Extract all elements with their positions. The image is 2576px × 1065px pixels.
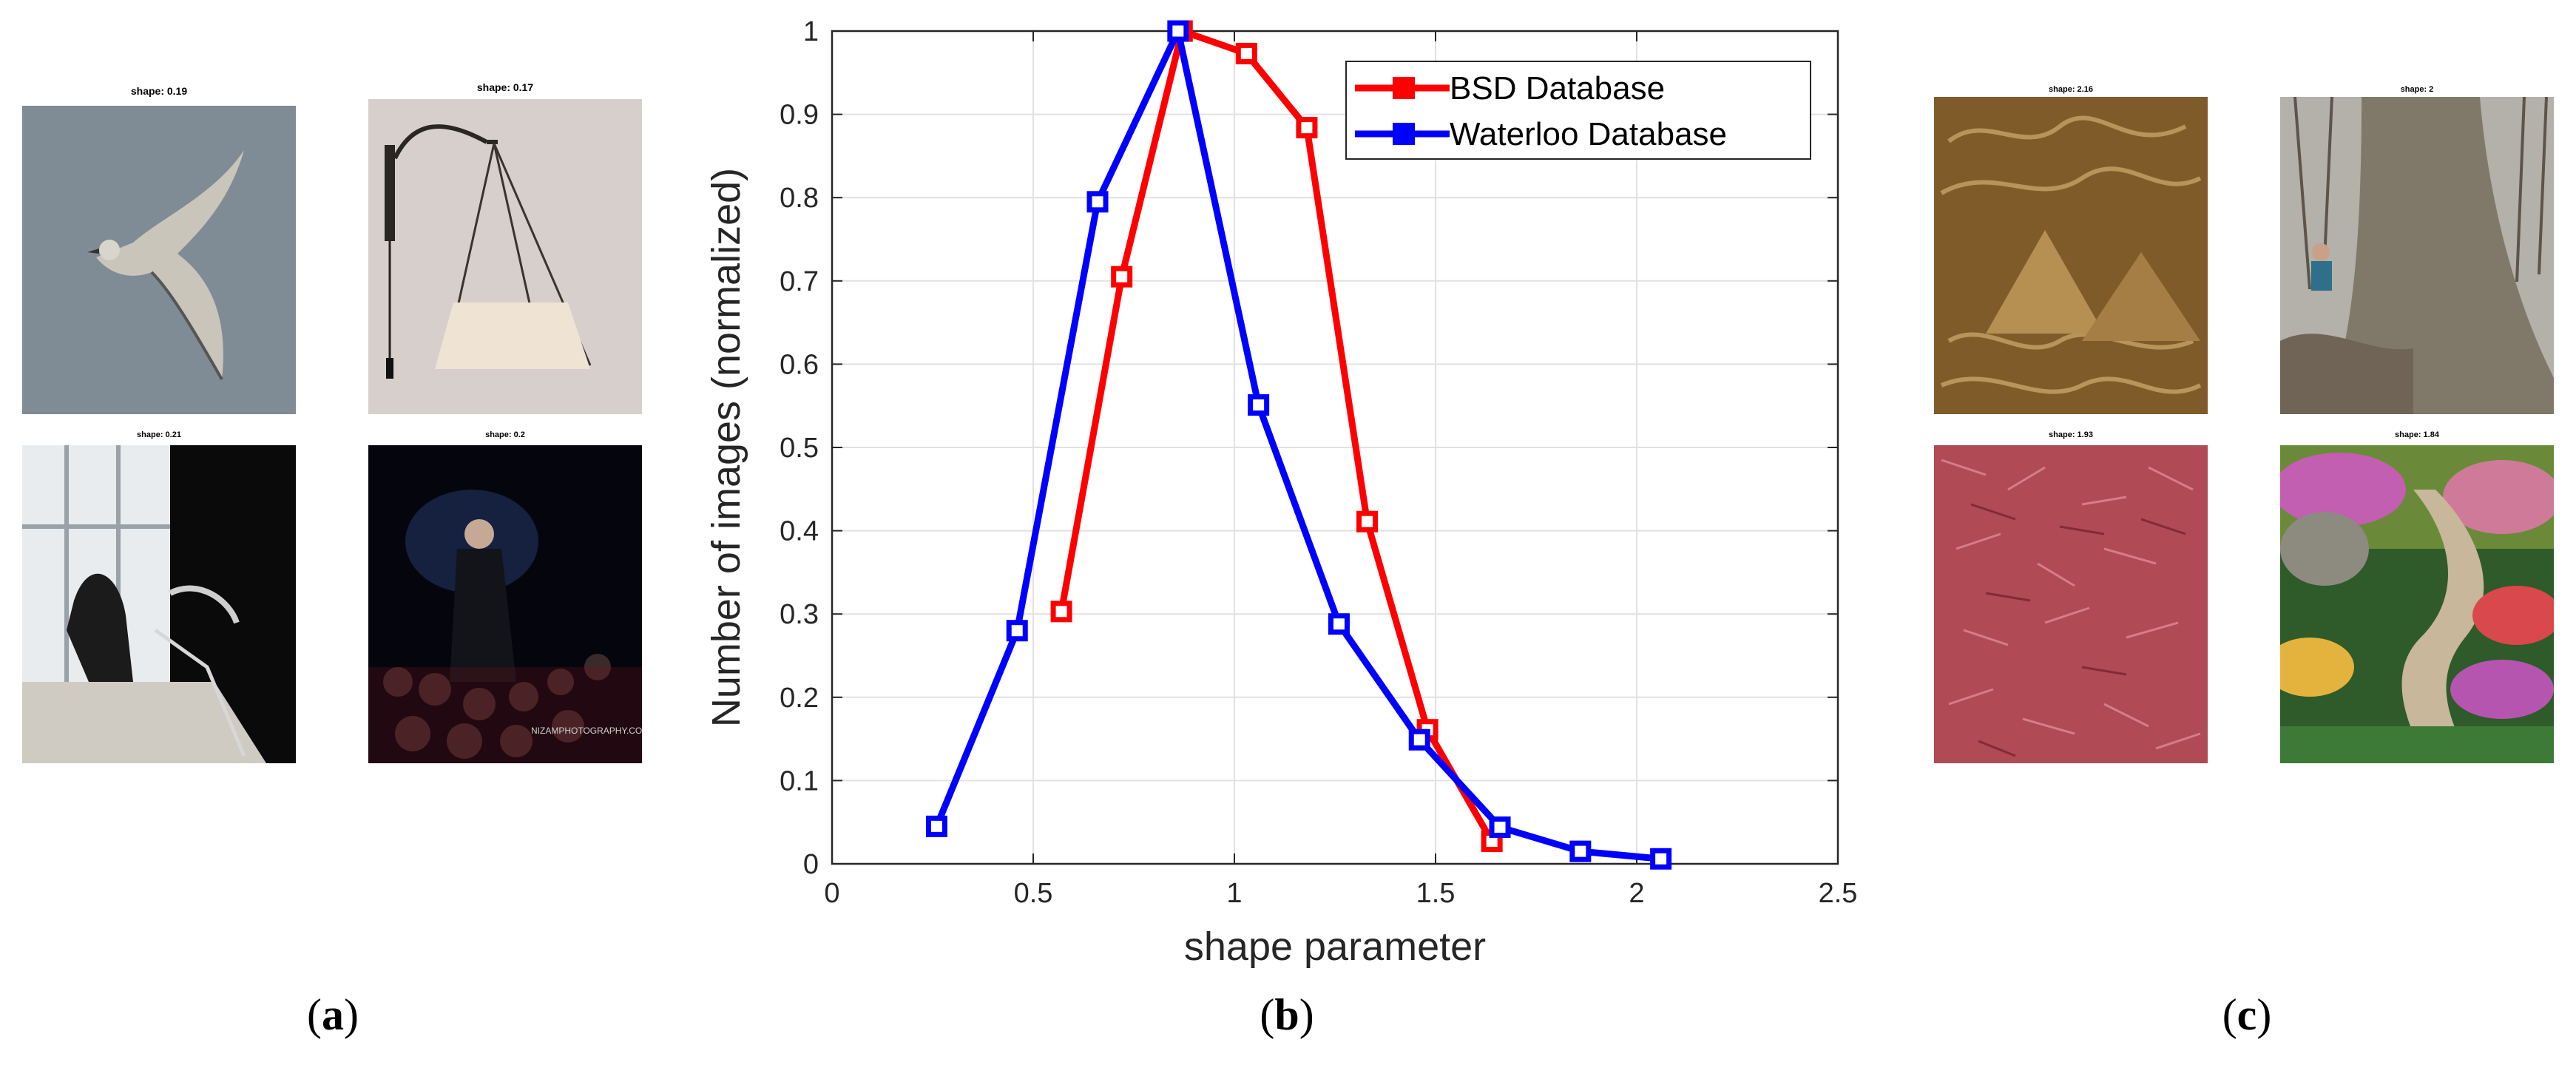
y-tick-label: 0.7 xyxy=(780,266,819,297)
tree-image xyxy=(2280,97,2554,414)
thumbnail-c4: shape: 1.84 xyxy=(2280,430,2554,763)
series-0 xyxy=(1050,20,1503,853)
data-point xyxy=(1111,266,1133,288)
x-tick-label: 1.5 xyxy=(1416,878,1456,909)
legend-entry-label: Waterloo Database xyxy=(1450,116,1727,152)
x-tick-label: 1 xyxy=(1226,878,1242,909)
y-tick-label: 1 xyxy=(803,16,819,47)
y-tick-label: 0.9 xyxy=(780,100,819,131)
series-line xyxy=(933,27,1662,862)
legend-box xyxy=(1345,61,1811,160)
panel-label-a: (a) xyxy=(307,990,359,1039)
y-tick-label: 0.4 xyxy=(780,516,819,547)
y-tick-label: 0.8 xyxy=(780,183,819,214)
garden-image xyxy=(2280,445,2554,763)
x-tick-label: 0.5 xyxy=(1014,878,1053,909)
thumbnail-a1: shape: 0.19 xyxy=(22,85,296,414)
x-axis-label: shape parameter xyxy=(1184,924,1486,969)
mulch-image xyxy=(1934,445,2208,763)
y-tick-label: 0.2 xyxy=(780,683,819,714)
thumbnail-c2: shape: 2 xyxy=(2280,85,2554,414)
watermark-text: NIZAMPHOTOGRAPHY.COM xyxy=(531,726,642,736)
series-1 xyxy=(925,20,1672,870)
x-tick-label: 2.5 xyxy=(1819,878,1858,909)
legend-swatch-marker xyxy=(1393,123,1415,145)
legend-swatch-marker xyxy=(1393,77,1415,99)
data-point xyxy=(1296,117,1318,139)
thumbnail-caption: shape: 1.84 xyxy=(2395,430,2439,439)
thumbnail-caption: shape: 2 xyxy=(2400,85,2434,94)
audience-image: NIZAMPHOTOGRAPHY.COM xyxy=(368,445,642,763)
data-point xyxy=(1489,816,1511,838)
thumbnail-caption: shape: 0.17 xyxy=(476,81,534,93)
thumbnail-caption: shape: 2.16 xyxy=(2049,85,2093,94)
series-lines xyxy=(925,20,1672,870)
panel-label-b: (b) xyxy=(1260,990,1314,1039)
thumbnail-caption: shape: 0.19 xyxy=(130,85,188,97)
x-tick-label: 0 xyxy=(824,878,839,909)
legend: BSD Database Waterloo Database xyxy=(1345,61,1811,160)
thumbnail-caption: shape: 1.93 xyxy=(2049,430,2093,439)
data-point xyxy=(1006,620,1028,642)
thumbnail-a3: shape: 0.21 xyxy=(22,430,296,763)
data-point xyxy=(1408,728,1430,751)
y-axis-label: Number of images (normalized) xyxy=(704,168,748,727)
data-point xyxy=(1356,510,1379,532)
data-point xyxy=(1167,20,1189,42)
data-point xyxy=(925,815,947,837)
data-point xyxy=(1235,42,1257,64)
y-tick-label: 0.6 xyxy=(780,349,819,380)
carving-image xyxy=(1934,97,2208,414)
panel-label-c: (c) xyxy=(2222,990,2272,1039)
y-tick-label: 0.3 xyxy=(780,599,819,630)
data-point xyxy=(1328,613,1350,635)
series-line xyxy=(1058,27,1495,843)
axis-ticks: 0 0.5 1 1.5 2 2.5 0 0.1 0.2 0.3 0.4 0.5 0.6 0.7 0.8 0.9… xyxy=(780,16,1857,909)
bird-image xyxy=(22,106,296,414)
data-point xyxy=(1569,840,1592,862)
y-tick-label: 0 xyxy=(803,849,819,880)
legend-entry-label: BSD Database xyxy=(1450,70,1665,106)
data-point xyxy=(1248,394,1270,416)
thumbnail-caption: shape: 0.2 xyxy=(485,430,525,439)
data-point xyxy=(1050,601,1072,623)
thumbnail-a4: shape: 0.2 NIZAMPHOTOGRAPHY.COM xyxy=(368,430,642,763)
y-tick-label: 0.5 xyxy=(780,433,819,464)
data-point xyxy=(1086,191,1109,213)
thumbnail-a2: shape: 0.17 xyxy=(368,81,642,414)
data-point xyxy=(1650,848,1672,870)
thumbnail-caption: shape: 0.21 xyxy=(137,430,181,439)
lamp-image xyxy=(368,99,642,414)
thumbnail-c1: shape: 2.16 xyxy=(1934,85,2208,414)
x-tick-label: 2 xyxy=(1629,878,1644,909)
shoes-image xyxy=(22,445,296,763)
thumbnail-c3: shape: 1.93 xyxy=(1934,430,2208,763)
y-tick-label: 0.1 xyxy=(780,765,819,797)
